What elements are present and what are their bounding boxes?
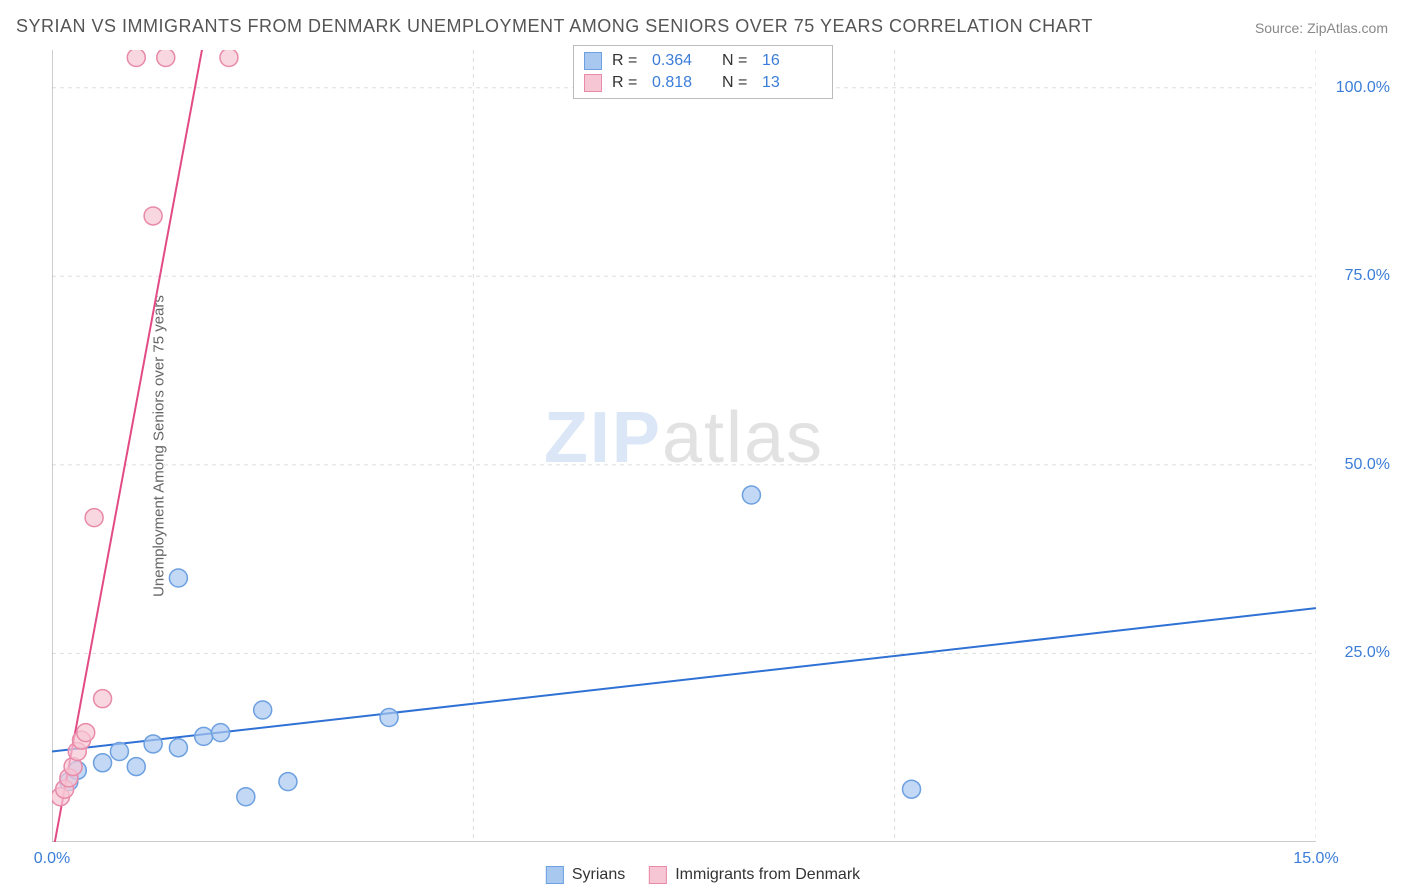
legend-series: Syrians Immigrants from Denmark xyxy=(546,866,860,884)
legend-row-denmark: R = 0.818 N = 13 xyxy=(584,72,822,94)
legend-item-denmark: Immigrants from Denmark xyxy=(649,866,860,884)
n-value: 13 xyxy=(762,74,822,92)
r-label: R = xyxy=(612,74,642,92)
swatch-icon xyxy=(649,866,667,884)
y-tick-label: 75.0% xyxy=(1345,267,1390,285)
n-label: N = xyxy=(722,74,752,92)
r-value: 0.818 xyxy=(652,74,712,92)
y-tick-label: 25.0% xyxy=(1345,644,1390,662)
scatter-chart xyxy=(52,50,1316,842)
r-label: R = xyxy=(612,52,642,70)
y-tick-label: 100.0% xyxy=(1336,79,1390,97)
legend-correlation: R = 0.364 N = 16 R = 0.818 N = 13 xyxy=(573,45,833,99)
r-value: 0.364 xyxy=(652,52,712,70)
swatch-icon xyxy=(546,866,564,884)
swatch-icon xyxy=(584,52,602,70)
y-tick-label: 50.0% xyxy=(1345,456,1390,474)
legend-item-syrians: Syrians xyxy=(546,866,625,884)
legend-label: Syrians xyxy=(572,866,625,884)
x-tick-label: 0.0% xyxy=(34,850,70,868)
n-value: 16 xyxy=(762,52,822,70)
legend-label: Immigrants from Denmark xyxy=(675,866,860,884)
legend-row-syrians: R = 0.364 N = 16 xyxy=(584,50,822,72)
swatch-icon xyxy=(584,74,602,92)
source-label: Source: ZipAtlas.com xyxy=(1255,20,1388,36)
n-label: N = xyxy=(722,52,752,70)
chart-title: SYRIAN VS IMMIGRANTS FROM DENMARK UNEMPL… xyxy=(16,16,1093,37)
x-tick-label: 15.0% xyxy=(1293,850,1338,868)
chart-area: ZIPatlas xyxy=(52,50,1316,842)
